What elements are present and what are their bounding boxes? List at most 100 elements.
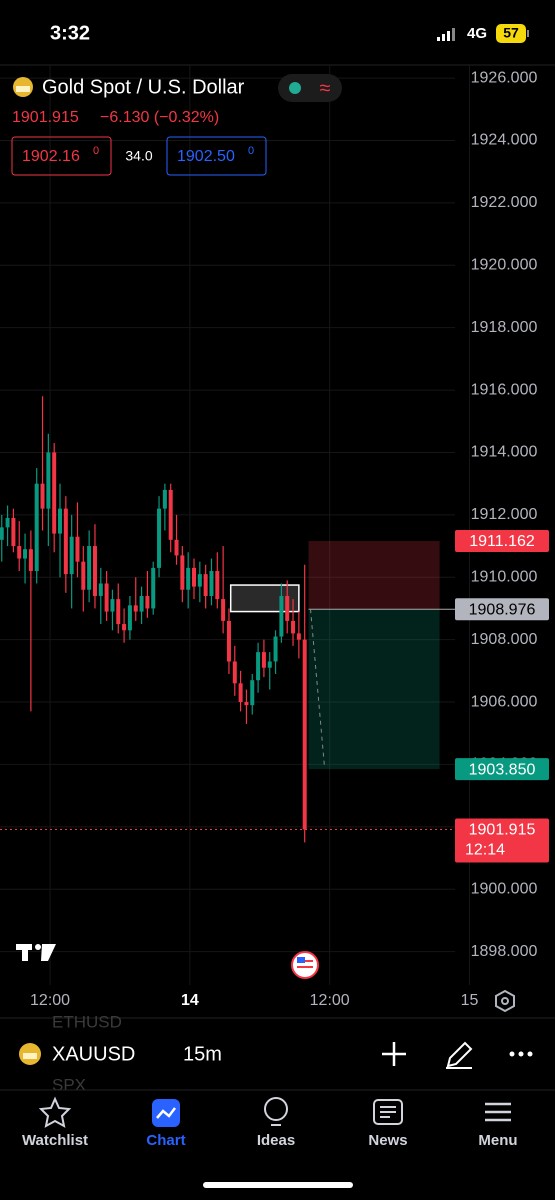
tab-label[interactable]: Chart — [146, 1132, 185, 1149]
last-price: 1901.915 — [12, 109, 79, 126]
candle-body — [0, 527, 4, 540]
bid[interactable]: 1902.16 — [22, 148, 80, 165]
symbol-above: ETHUSD — [52, 1012, 122, 1031]
price-change: −6.130 (−0.32%) — [100, 109, 219, 126]
x-tick-label: 12:00 — [30, 992, 70, 1009]
y-tick-label: 1906.000 — [471, 693, 538, 710]
candle-body — [52, 452, 57, 534]
candle-body — [5, 517, 10, 528]
status-time: 3:32 — [50, 22, 90, 44]
candle-body — [40, 483, 45, 509]
gold-icon-bar — [16, 86, 30, 92]
candle-body — [81, 561, 86, 590]
candle-body — [34, 483, 39, 572]
home-indicator — [203, 1182, 353, 1188]
economic-event[interactable] — [291, 951, 319, 979]
y-tick-label: 1898.000 — [471, 943, 538, 960]
candle-body — [58, 508, 63, 534]
y-tick-label: 1924.000 — [471, 132, 538, 149]
symbol[interactable]: XAUUSD — [52, 1043, 135, 1065]
candle-body — [279, 595, 284, 637]
sell-button[interactable] — [11, 136, 112, 176]
candle-body — [203, 574, 208, 596]
target-zone — [308, 609, 440, 770]
candle-body — [226, 620, 231, 662]
tab-label[interactable]: Ideas — [257, 1132, 295, 1149]
last-price-tag — [455, 818, 549, 863]
chart-icon-line — [156, 1107, 176, 1119]
candle-body — [139, 595, 144, 612]
market-open-dot — [289, 82, 301, 94]
y-tick-label: 1918.000 — [471, 319, 538, 336]
menu-icon[interactable] — [485, 1102, 511, 1122]
battery-tip — [527, 30, 529, 37]
candle-body — [168, 489, 173, 540]
status-pill[interactable] — [278, 74, 342, 102]
chart-area[interactable]: 1926.000 1924.000 1922.000 1920.000 1918.000… — [0, 65, 549, 1009]
news-icon-lines — [380, 1106, 396, 1118]
draw-button[interactable] — [446, 1041, 473, 1069]
watchlist-icon[interactable] — [38, 1096, 72, 1128]
flag-stripe — [297, 966, 313, 968]
candle-body — [104, 583, 109, 612]
candle-body — [92, 546, 97, 596]
tab-label[interactable]: News — [368, 1132, 407, 1149]
candle-body — [302, 639, 307, 830]
candle-body — [192, 567, 197, 587]
y-tick-label: 1912.000 — [471, 506, 538, 523]
symbol-title[interactable]: Gold Spot / U.S. Dollar — [42, 76, 245, 98]
candle-body — [267, 661, 272, 668]
candle-body — [261, 652, 266, 668]
candle-body — [197, 574, 202, 587]
candle-body — [63, 508, 68, 575]
buy-button[interactable] — [166, 136, 267, 176]
tv-logo — [16, 944, 56, 961]
ask[interactable]: 1902.50 — [177, 148, 235, 165]
candle-body — [180, 555, 185, 590]
candle-body — [215, 571, 220, 600]
candle-body — [11, 517, 16, 547]
interval[interactable]: 15m — [183, 1043, 222, 1065]
candle-body — [162, 489, 167, 509]
candle-body — [28, 549, 33, 572]
candle-body — [232, 661, 237, 684]
candle-body — [244, 702, 249, 706]
x-tick-label: 14 — [181, 992, 199, 1009]
trade-path — [310, 609, 326, 768]
y-tick-label: 1926.000 — [471, 69, 538, 86]
ideas-icon[interactable] — [264, 1097, 288, 1121]
candle-body — [87, 546, 92, 590]
news-icon[interactable] — [373, 1099, 403, 1125]
candle-body — [238, 683, 243, 703]
price-tag — [455, 530, 549, 553]
symbol-below: SPX — [52, 1075, 86, 1094]
symbol-icon-bar — [23, 1053, 37, 1059]
candle-body — [98, 583, 103, 596]
x-tick-label: 15 — [461, 992, 479, 1009]
y-tick-label: 1916.000 — [471, 381, 538, 398]
candle-body — [46, 452, 51, 509]
price-tag — [455, 598, 549, 621]
tab-label[interactable]: Watchlist — [22, 1132, 88, 1149]
price-tag-label: 1911.162 — [469, 533, 535, 550]
y-tick-label: 1900.000 — [471, 880, 538, 897]
candle-body — [122, 624, 127, 631]
settings-icon-center — [501, 997, 509, 1005]
more-button[interactable] — [509, 1051, 533, 1057]
y-tick-label: 1920.000 — [471, 257, 538, 274]
stop-zone — [308, 541, 440, 610]
candle-body — [221, 599, 226, 621]
settings-icon[interactable] — [495, 989, 515, 1013]
candle-body — [296, 633, 301, 640]
y-tick-label: 1910.000 — [471, 568, 538, 585]
tab-label[interactable]: Menu — [478, 1132, 517, 1149]
y-tick-label: 1908.000 — [471, 631, 538, 648]
candle-body — [174, 539, 179, 556]
candle-body — [69, 536, 74, 575]
signal-icon — [437, 28, 455, 41]
candle-body — [23, 549, 28, 559]
x-tick-label: 12:00 — [310, 992, 350, 1009]
add-button[interactable] — [382, 1042, 406, 1066]
